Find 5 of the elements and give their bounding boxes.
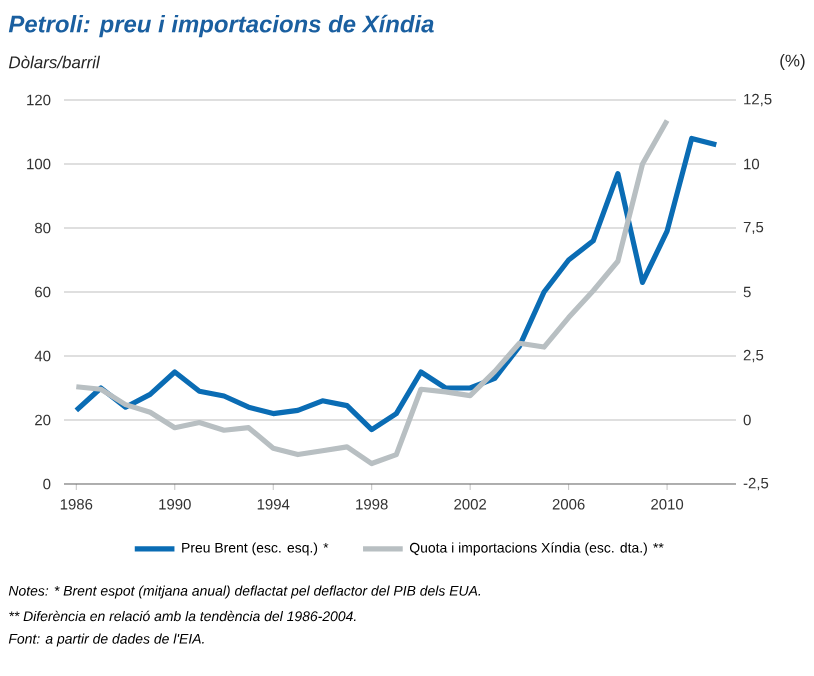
y-axis-title: Dòlars/barril: [8, 55, 101, 69]
y2-axis-title: (%): [780, 54, 805, 70]
line-series: [73, 135, 719, 433]
line-series: [73, 117, 670, 467]
chart-title: Petroli: preu i importacions de Xíndia: [8, 14, 434, 38]
